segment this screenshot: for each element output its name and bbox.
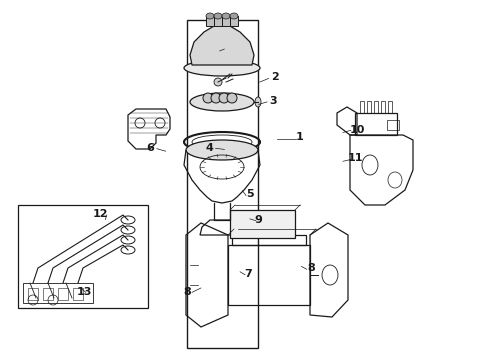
Bar	[228, 245, 310, 305]
Ellipse shape	[227, 93, 237, 103]
Ellipse shape	[211, 93, 221, 103]
Text: 9: 9	[255, 215, 263, 225]
Bar	[230, 210, 295, 238]
Ellipse shape	[222, 13, 230, 19]
Text: 4: 4	[206, 143, 214, 153]
Bar	[23, 283, 93, 303]
Text: 8: 8	[183, 287, 191, 297]
Bar	[230, 16, 238, 26]
Bar	[43, 288, 53, 300]
Text: 13: 13	[76, 287, 92, 297]
Bar	[187, 20, 258, 348]
Bar	[28, 288, 38, 300]
Bar	[18, 205, 148, 308]
Ellipse shape	[206, 13, 214, 19]
Ellipse shape	[214, 13, 222, 19]
Bar	[367, 101, 371, 113]
Text: 1: 1	[296, 132, 304, 142]
Ellipse shape	[219, 93, 229, 103]
Text: 5: 5	[246, 189, 254, 199]
Text: 8: 8	[308, 263, 316, 273]
Ellipse shape	[186, 140, 258, 160]
Bar	[387, 120, 399, 130]
Ellipse shape	[230, 13, 238, 19]
Text: 12: 12	[93, 209, 108, 219]
Polygon shape	[190, 24, 254, 65]
Bar	[374, 101, 378, 113]
Text: 11: 11	[347, 153, 363, 163]
Text: 6: 6	[147, 143, 154, 153]
Ellipse shape	[190, 93, 254, 111]
Bar	[232, 235, 306, 245]
Text: 2: 2	[271, 72, 279, 82]
Text: 10: 10	[350, 125, 366, 135]
Bar	[381, 101, 385, 113]
Bar	[360, 101, 364, 113]
Bar	[222, 16, 230, 26]
Ellipse shape	[255, 97, 261, 107]
Bar	[388, 101, 392, 113]
Bar	[355, 113, 397, 135]
Bar	[73, 288, 83, 300]
Bar	[58, 288, 68, 300]
Ellipse shape	[214, 78, 222, 86]
Ellipse shape	[203, 93, 213, 103]
Ellipse shape	[184, 60, 260, 76]
Text: 3: 3	[270, 96, 277, 106]
Bar	[206, 16, 214, 26]
Text: 7: 7	[245, 269, 252, 279]
Bar	[214, 16, 222, 26]
